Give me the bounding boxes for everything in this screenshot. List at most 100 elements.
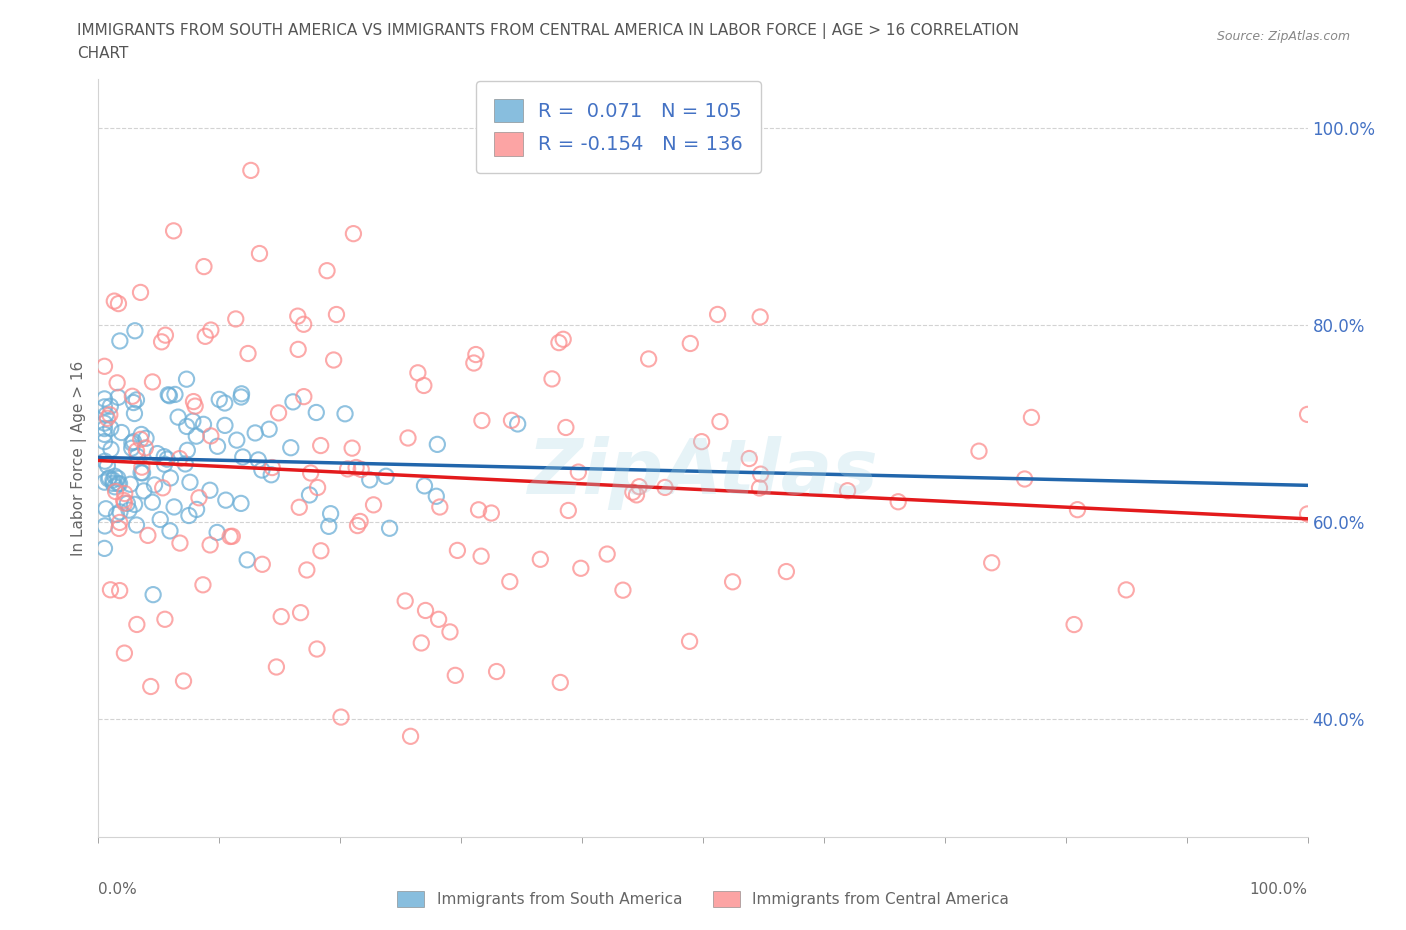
Point: [120, 477, 142, 492]
Point: [307, 480, 329, 495]
Point: [1296, 507, 1319, 522]
Text: IMMIGRANTS FROM SOUTH AMERICA VS IMMIGRANTS FROM CENTRAL AMERICA IN LABOR FORCE : IMMIGRANTS FROM SOUTH AMERICA VS IMMIGRA…: [77, 23, 1019, 39]
Point: [548, 675, 571, 690]
Point: [98, 399, 121, 414]
Point: [706, 307, 728, 322]
Point: [541, 371, 564, 386]
Point: [413, 478, 436, 493]
Point: [612, 583, 634, 598]
Point: [124, 406, 146, 421]
Text: CHART: CHART: [77, 46, 129, 61]
Point: [193, 417, 215, 432]
Point: [678, 634, 700, 649]
Point: [1296, 407, 1319, 422]
Point: [118, 503, 141, 518]
Point: [232, 449, 254, 464]
Text: 0.0%: 0.0%: [98, 883, 138, 897]
Point: [501, 413, 523, 428]
Point: [153, 612, 176, 627]
Point: [628, 479, 651, 494]
Point: [108, 515, 131, 530]
Point: [637, 352, 659, 366]
Point: [98, 471, 121, 485]
Point: [125, 392, 148, 407]
Point: [287, 309, 309, 324]
Point: [117, 496, 139, 511]
Point: [444, 668, 467, 683]
Point: [100, 442, 122, 457]
Point: [738, 451, 761, 466]
Point: [191, 578, 214, 592]
Point: [225, 312, 247, 326]
Point: [93, 399, 115, 414]
Point: [359, 472, 381, 487]
Point: [169, 451, 191, 466]
Point: [749, 310, 772, 325]
Point: [378, 521, 401, 536]
Text: 100.0%: 100.0%: [1250, 883, 1308, 897]
Point: [132, 484, 155, 498]
Point: [146, 446, 169, 461]
Point: [121, 435, 143, 450]
Point: [93, 474, 115, 489]
Point: [280, 440, 302, 455]
Point: [122, 395, 145, 410]
Point: [93, 541, 115, 556]
Point: [236, 346, 259, 361]
Point: [654, 480, 676, 495]
Point: [156, 452, 179, 467]
Point: [198, 483, 221, 498]
Point: [221, 529, 243, 544]
Point: [214, 395, 236, 410]
Point: [298, 487, 321, 502]
Point: [721, 575, 744, 590]
Point: [108, 583, 131, 598]
Point: [129, 465, 152, 480]
Point: [188, 490, 211, 505]
Point: [709, 414, 731, 429]
Point: [439, 624, 461, 639]
Point: [107, 390, 129, 405]
Point: [295, 563, 318, 578]
Point: [104, 479, 127, 494]
Point: [1066, 502, 1088, 517]
Point: [349, 514, 371, 529]
Point: [194, 329, 217, 344]
Point: [167, 410, 190, 425]
Point: [176, 372, 198, 387]
Point: [506, 417, 529, 432]
Point: [967, 444, 990, 458]
Point: [176, 419, 198, 434]
Point: [288, 499, 311, 514]
Point: [107, 471, 129, 485]
Point: [471, 413, 494, 428]
Point: [316, 263, 339, 278]
Point: [149, 512, 172, 527]
Point: [94, 407, 117, 422]
Point: [229, 390, 252, 405]
Point: [127, 449, 149, 464]
Point: [290, 605, 312, 620]
Point: [183, 394, 205, 409]
Point: [152, 481, 174, 496]
Point: [219, 529, 242, 544]
Point: [107, 476, 129, 491]
Point: [529, 551, 551, 566]
Point: [270, 609, 292, 624]
Point: [153, 457, 176, 472]
Point: [97, 472, 120, 486]
Point: [1063, 618, 1085, 632]
Point: [108, 476, 131, 491]
Point: [136, 528, 159, 543]
Point: [125, 444, 148, 458]
Point: [287, 342, 309, 357]
Point: [107, 296, 129, 311]
Point: [426, 437, 449, 452]
Point: [93, 392, 115, 406]
Point: [131, 427, 153, 442]
Point: [1014, 472, 1036, 486]
Point: [399, 729, 422, 744]
Point: [169, 536, 191, 551]
Point: [108, 334, 131, 349]
Point: [250, 462, 273, 477]
